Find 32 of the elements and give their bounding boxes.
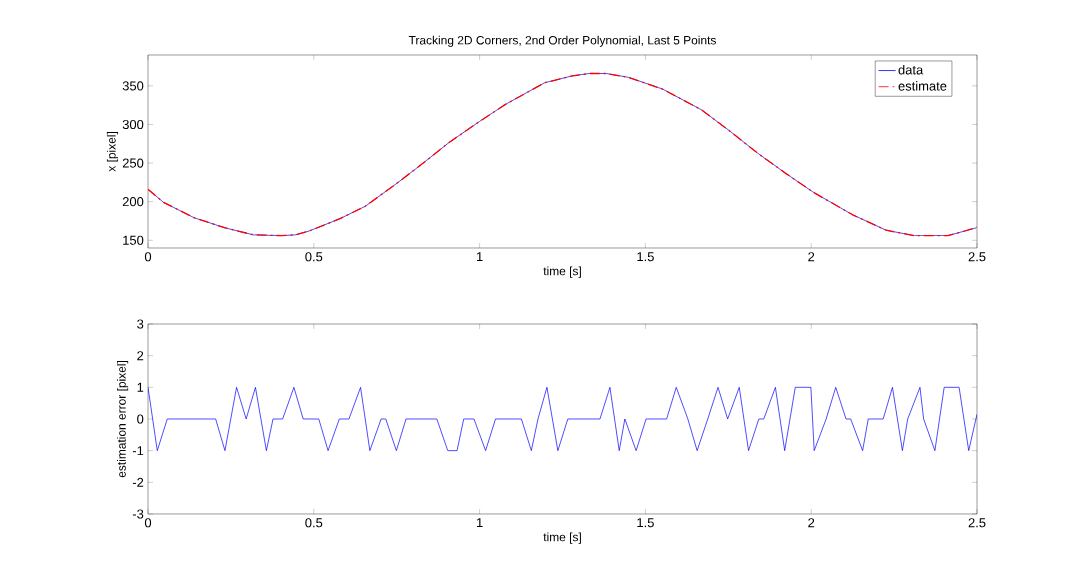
chart-title: Tracking 2D Corners, 2nd Order Polynomial, Last 5 Points	[408, 35, 716, 47]
x-tick-label: 1	[476, 252, 483, 262]
y-tick-label: 0	[137, 414, 144, 424]
x-tick-label: 1.5	[637, 518, 654, 528]
x-tick-label: 0	[144, 252, 152, 262]
y-tick-label: -1	[132, 446, 144, 456]
x-tick-label: 0	[144, 518, 152, 528]
y-tick-label: 300	[122, 119, 144, 130]
y-tick-label: 150	[123, 235, 144, 245]
x-tick-label: 2.5	[968, 252, 986, 262]
y-axis-title: x [pixel]	[106, 132, 119, 172]
x-tick-label: 0.5	[305, 252, 323, 262]
y-axis-title: estimation error [pixel]	[117, 361, 129, 478]
y-tick-label: 2	[137, 351, 144, 361]
line-series	[148, 386, 978, 452]
y-tick-label: 350	[122, 81, 144, 91]
x-tick-label: 1	[476, 518, 483, 528]
x-axis-title: time [s]	[543, 266, 581, 278]
x-axis-title: time [s]	[543, 532, 581, 544]
legend-label: data	[898, 64, 924, 75]
y-tick-label: 3	[137, 319, 144, 329]
legend-label: estimate	[898, 81, 947, 91]
x-tick-label: 2	[808, 518, 815, 528]
x-tick-label: 1.5	[637, 252, 654, 262]
x-tick-label: 0.5	[305, 518, 323, 528]
x-tick-label: 2.5	[968, 518, 986, 528]
y-tick-label: -2	[132, 477, 144, 487]
y-tick-label: 250	[122, 158, 144, 168]
y-tick-label: 1	[137, 382, 144, 392]
y-tick-label: 200	[122, 197, 144, 207]
x-tick-label: 2	[808, 252, 815, 262]
y-tick-label: -3	[132, 509, 144, 519]
